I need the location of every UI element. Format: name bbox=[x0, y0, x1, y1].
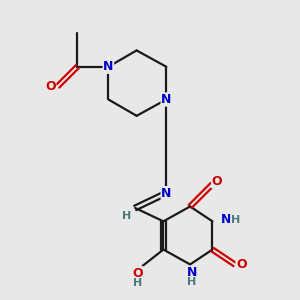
Text: H: H bbox=[187, 277, 196, 287]
Text: N: N bbox=[186, 266, 197, 279]
Text: N: N bbox=[221, 213, 231, 226]
Text: N: N bbox=[103, 60, 114, 73]
Text: O: O bbox=[236, 258, 247, 271]
Text: H: H bbox=[122, 211, 131, 221]
Text: H: H bbox=[134, 278, 143, 288]
Text: H: H bbox=[231, 215, 240, 225]
Text: O: O bbox=[133, 267, 143, 280]
Text: O: O bbox=[212, 175, 222, 188]
Text: O: O bbox=[45, 80, 56, 93]
Text: N: N bbox=[161, 187, 172, 200]
Text: N: N bbox=[161, 93, 172, 106]
